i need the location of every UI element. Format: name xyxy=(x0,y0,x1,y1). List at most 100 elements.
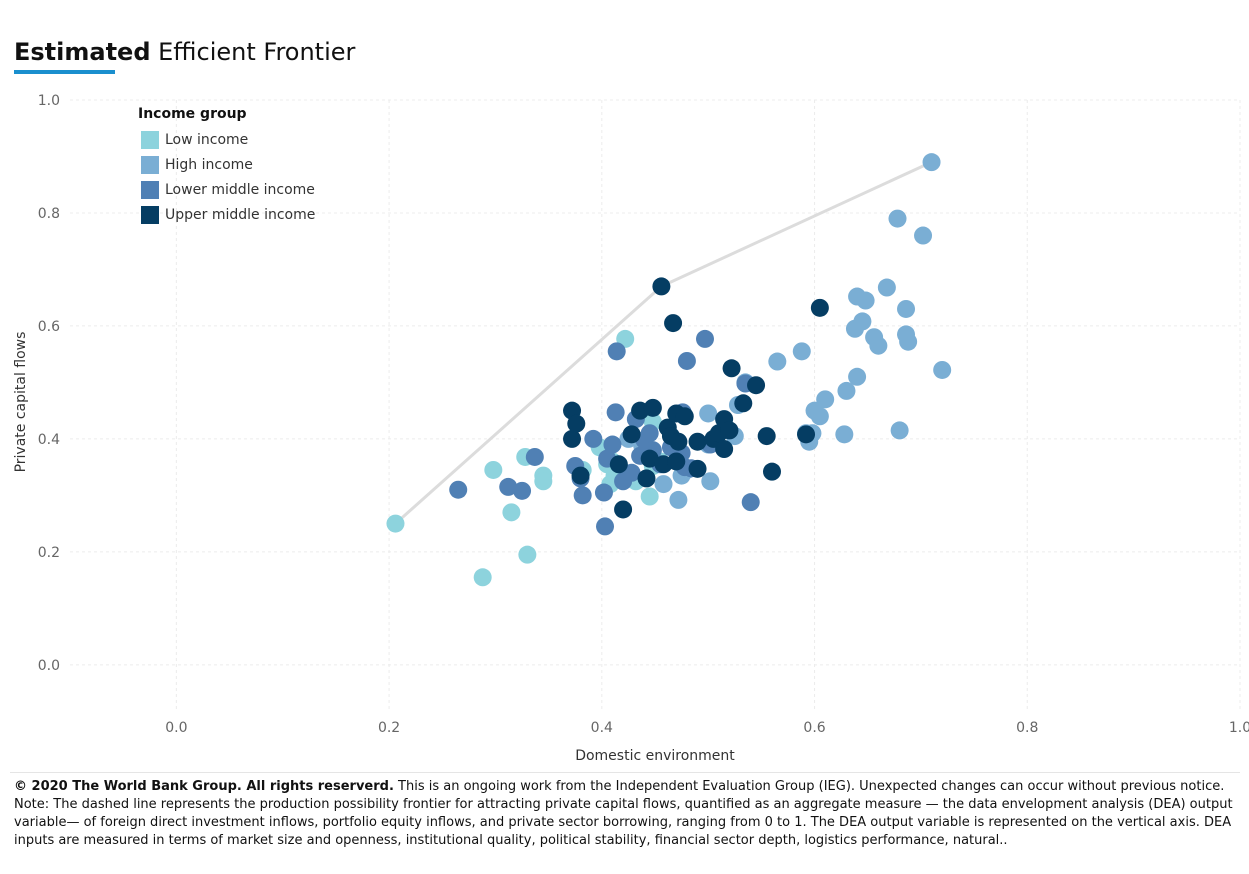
point-high-income[interactable] xyxy=(699,404,718,423)
footer-note-text: Note: The dashed line represents the pro… xyxy=(14,797,1233,848)
x-tick-label: 0.8 xyxy=(1016,720,1038,736)
point-upper-middle-income[interactable] xyxy=(667,452,686,471)
point-upper-middle-income[interactable] xyxy=(643,398,662,417)
point-upper-middle-income[interactable] xyxy=(688,432,707,451)
legend-swatch-upper-middle-income xyxy=(141,205,159,224)
y-tick-label: 0.8 xyxy=(38,206,60,222)
point-upper-middle-income[interactable] xyxy=(688,459,707,478)
point-upper-middle-income[interactable] xyxy=(722,359,741,378)
legend-swatch-low-income xyxy=(141,130,159,149)
point-high-income[interactable] xyxy=(856,291,875,310)
point-high-income[interactable] xyxy=(837,381,856,400)
point-lower-middle-income[interactable] xyxy=(695,329,714,348)
point-upper-middle-income[interactable] xyxy=(640,449,659,468)
point-lower-middle-income[interactable] xyxy=(573,486,592,505)
legend-item-low-income[interactable]: Low income xyxy=(138,127,315,152)
point-upper-middle-income[interactable] xyxy=(567,414,586,433)
data-points xyxy=(386,153,952,587)
point-upper-middle-income[interactable] xyxy=(609,455,628,474)
point-high-income[interactable] xyxy=(701,472,720,491)
point-upper-middle-income[interactable] xyxy=(614,500,633,519)
point-upper-middle-income[interactable] xyxy=(747,376,766,395)
legend: Income group Low income High income Lowe… xyxy=(138,106,315,227)
point-low-income[interactable] xyxy=(484,460,503,479)
point-low-income[interactable] xyxy=(502,503,521,522)
y-tick-label: 0.4 xyxy=(38,432,60,448)
point-high-income[interactable] xyxy=(914,226,933,245)
point-high-income[interactable] xyxy=(835,425,854,444)
point-lower-middle-income[interactable] xyxy=(741,493,760,512)
point-lower-middle-income[interactable] xyxy=(606,403,625,422)
footer-copyright-line: © 2020 The World Bank Group. All rights … xyxy=(14,778,1242,796)
point-lower-middle-income[interactable] xyxy=(640,424,659,443)
title-underline xyxy=(14,70,115,74)
point-lower-middle-income[interactable] xyxy=(499,477,518,496)
x-tick-label: 1.0 xyxy=(1229,720,1249,736)
point-low-income[interactable] xyxy=(640,487,659,506)
legend-swatch-high-income xyxy=(141,155,159,174)
point-high-income[interactable] xyxy=(888,209,907,228)
x-axis-label: Domestic environment xyxy=(575,748,735,764)
point-high-income[interactable] xyxy=(890,421,909,440)
point-lower-middle-income[interactable] xyxy=(596,517,615,536)
point-upper-middle-income[interactable] xyxy=(675,407,694,426)
point-high-income[interactable] xyxy=(869,336,888,355)
point-lower-middle-income[interactable] xyxy=(513,481,532,500)
point-high-income[interactable] xyxy=(933,360,952,379)
axis-ticks: 0.0 0.2 0.4 0.6 0.8 1.0 0.0 0.2 0.4 0.6 0.8 1.0 xyxy=(38,93,1249,736)
point-lower-middle-income[interactable] xyxy=(607,342,626,361)
point-upper-middle-income[interactable] xyxy=(797,425,816,444)
point-upper-middle-income[interactable] xyxy=(563,429,582,448)
y-tick-label: 0.0 xyxy=(38,658,60,674)
point-low-income[interactable] xyxy=(386,514,405,533)
point-high-income[interactable] xyxy=(853,312,872,331)
point-high-income[interactable] xyxy=(768,352,787,371)
point-upper-middle-income[interactable] xyxy=(571,466,590,485)
point-upper-middle-income[interactable] xyxy=(757,427,776,446)
chart-title: Estimated Efficient Frontier xyxy=(14,38,355,66)
legend-label-lower-middle-income: Lower middle income xyxy=(165,181,315,198)
point-upper-middle-income[interactable] xyxy=(652,277,671,296)
point-lower-middle-income[interactable] xyxy=(603,435,622,454)
chart-title-bold: Estimated xyxy=(14,38,151,66)
point-high-income[interactable] xyxy=(654,475,673,494)
point-high-income[interactable] xyxy=(897,299,916,318)
point-upper-middle-income[interactable] xyxy=(664,314,683,333)
legend-item-lower-middle-income[interactable]: Lower middle income xyxy=(138,177,315,202)
legend-label-high-income: High income xyxy=(165,156,253,173)
point-upper-middle-income[interactable] xyxy=(715,440,734,459)
point-high-income[interactable] xyxy=(877,278,896,297)
point-high-income[interactable] xyxy=(922,153,941,172)
point-low-income[interactable] xyxy=(518,545,537,564)
point-upper-middle-income[interactable] xyxy=(622,425,641,444)
footer-notice: This is an ongoing work from the Indepen… xyxy=(393,779,1225,794)
point-upper-middle-income[interactable] xyxy=(810,298,829,317)
point-high-income[interactable] xyxy=(816,390,835,409)
y-tick-label: 0.6 xyxy=(38,319,60,335)
point-high-income[interactable] xyxy=(792,342,811,361)
point-upper-middle-income[interactable] xyxy=(637,469,656,488)
point-lower-middle-income[interactable] xyxy=(594,483,613,502)
point-lower-middle-income[interactable] xyxy=(622,463,641,482)
point-lower-middle-income[interactable] xyxy=(525,447,544,466)
legend-label-low-income: Low income xyxy=(165,131,249,148)
point-upper-middle-income[interactable] xyxy=(763,462,781,481)
point-upper-middle-income[interactable] xyxy=(734,394,753,413)
point-high-income[interactable] xyxy=(810,407,829,426)
legend-title: Income group xyxy=(138,106,247,122)
footer-divider xyxy=(10,772,1240,773)
point-lower-middle-income[interactable] xyxy=(449,480,468,499)
legend-item-high-income[interactable]: High income xyxy=(138,152,315,177)
point-upper-middle-income[interactable] xyxy=(669,432,688,451)
point-low-income[interactable] xyxy=(473,568,492,587)
point-high-income[interactable] xyxy=(848,367,867,386)
point-lower-middle-income[interactable] xyxy=(677,351,696,370)
x-tick-label: 0.4 xyxy=(591,720,613,736)
legend-item-upper-middle-income[interactable]: Upper middle income xyxy=(138,202,315,227)
y-axis-label: Private capital flows xyxy=(13,332,29,473)
point-high-income[interactable] xyxy=(899,332,918,351)
point-high-income[interactable] xyxy=(669,490,688,509)
point-low-income[interactable] xyxy=(534,472,553,491)
point-lower-middle-income[interactable] xyxy=(584,429,603,448)
point-upper-middle-income[interactable] xyxy=(720,421,739,440)
